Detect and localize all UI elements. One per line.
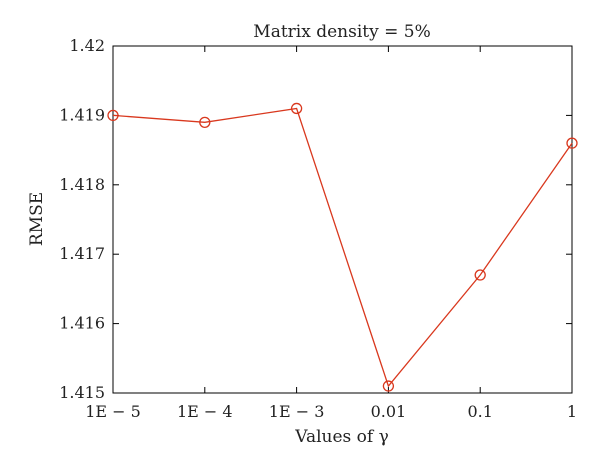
y-tick-label: 1.418 bbox=[59, 175, 105, 194]
data-point-marker bbox=[566, 137, 578, 149]
chart-title: Matrix density = 5% bbox=[253, 22, 430, 42]
y-tick-label: 1.417 bbox=[59, 244, 105, 263]
x-axis-label: Values of γ bbox=[294, 427, 389, 447]
x-tick-label: 1E − 5 bbox=[85, 402, 141, 421]
series-line bbox=[112, 107, 573, 388]
data-point-marker bbox=[199, 116, 211, 128]
series-markers bbox=[107, 102, 578, 392]
y-tick-label: 1.416 bbox=[59, 314, 105, 333]
data-point-marker bbox=[474, 269, 486, 281]
x-tick-label: 0.1 bbox=[467, 402, 492, 421]
x-tick-label: 1E − 4 bbox=[177, 402, 233, 421]
data-point-marker bbox=[107, 109, 119, 122]
plot-frame bbox=[112, 45, 573, 394]
data-point-marker bbox=[290, 102, 303, 115]
x-axis: 1E − 5 1E − 4 1E − 3 0.01 0.1 1 bbox=[85, 46, 577, 421]
y-axis: 1.415 1.416 1.417 1.418 1.419 1.42 bbox=[59, 36, 572, 402]
y-axis-label: RMSE bbox=[27, 192, 47, 246]
y-tick-label: 1.415 bbox=[59, 383, 105, 402]
y-tick-label: 1.42 bbox=[69, 36, 105, 55]
x-tick-label: 0.01 bbox=[371, 402, 407, 421]
x-tick-label: 1E − 3 bbox=[269, 402, 325, 421]
y-tick-label: 1.419 bbox=[59, 105, 105, 124]
x-tick-label: 1 bbox=[567, 402, 577, 421]
data-point-marker bbox=[382, 380, 395, 392]
